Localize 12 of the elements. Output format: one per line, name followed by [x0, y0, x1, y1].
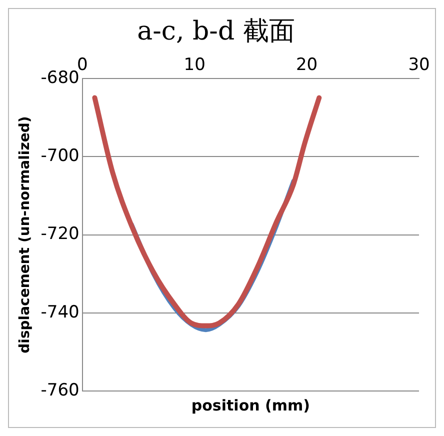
y-tick-label: -720 — [40, 224, 80, 244]
x-tick-label: 0 — [76, 54, 88, 75]
y-tick-label: -700 — [40, 146, 80, 166]
x-tick-label: 20 — [296, 54, 318, 75]
y-axis-title: displacement (un-normalized) — [17, 116, 34, 354]
y-tick-label: -740 — [40, 302, 80, 322]
chart-title: a-c, b-d 截面 — [137, 16, 295, 46]
x-axis-title: position (mm) — [191, 396, 310, 414]
x-tick-label: 30 — [408, 54, 430, 75]
x-tick-label: 10 — [184, 54, 206, 75]
y-tick-label: -680 — [40, 68, 80, 88]
y-tick-label: -760 — [40, 380, 80, 400]
